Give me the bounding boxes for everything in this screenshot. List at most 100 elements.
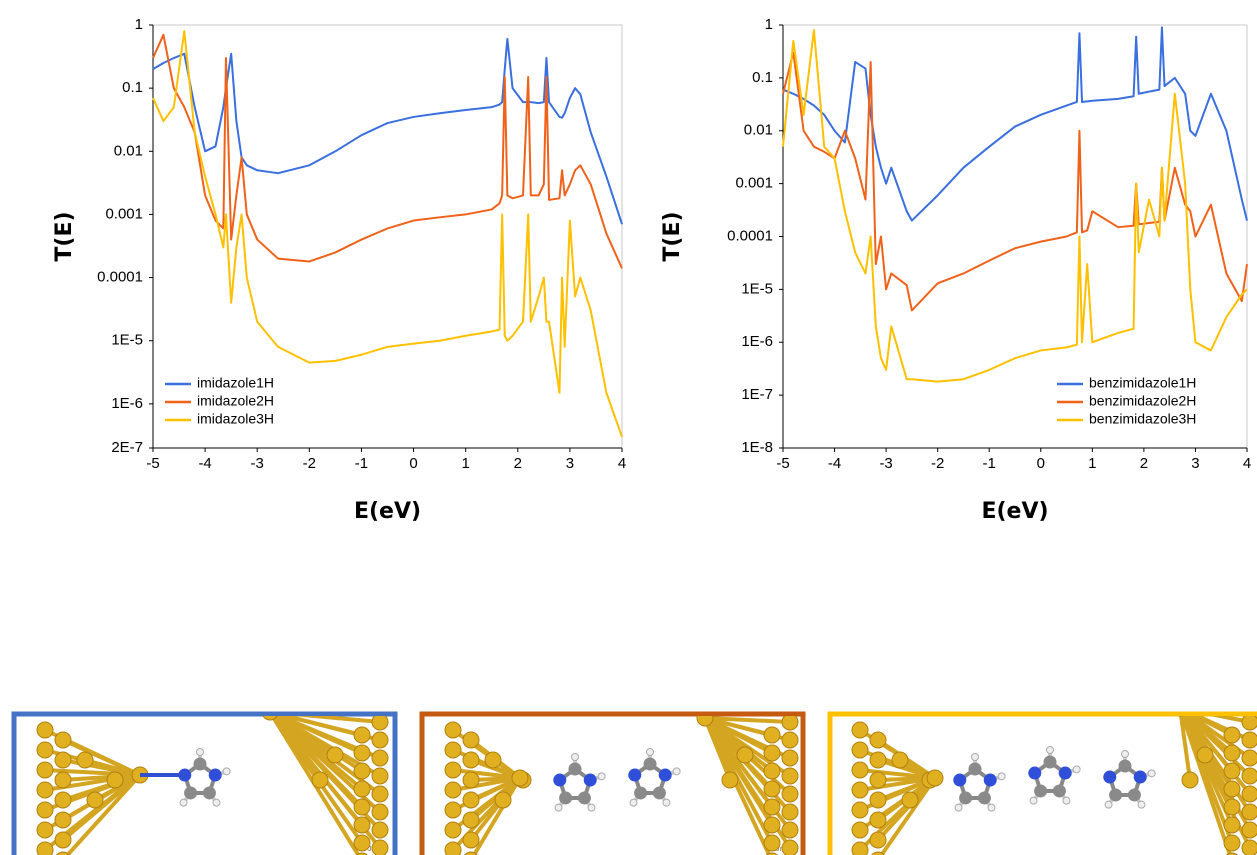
gold-atom <box>869 811 887 829</box>
bond <box>291 716 381 724</box>
h-atom <box>587 803 596 812</box>
bond <box>270 716 322 782</box>
h-atom <box>571 753 579 761</box>
series-line <box>152 30 623 438</box>
y-tick-label: 0.1 <box>122 79 143 96</box>
gold-atom <box>763 762 781 780</box>
gold-atom <box>106 771 124 789</box>
h-atom <box>1147 769 1156 778</box>
gold-atom <box>851 821 869 839</box>
x-tick-label: -5 <box>146 455 159 472</box>
x-tick-label: -2 <box>303 455 316 472</box>
y-tick-label: 0.01 <box>744 122 773 139</box>
atom <box>1133 770 1147 784</box>
x-tick-label: 1 <box>461 455 469 472</box>
bond <box>272 716 337 757</box>
gold-atom <box>444 761 462 779</box>
gold-atom <box>781 731 799 749</box>
h-atom <box>672 767 681 776</box>
gold-atom <box>1241 839 1257 855</box>
gold-atom <box>869 771 887 789</box>
h-atom <box>971 753 979 761</box>
h-atom <box>954 803 963 812</box>
gold-atom <box>54 791 72 809</box>
gold-atom <box>54 771 72 789</box>
x-tick-label: 0 <box>409 455 417 472</box>
gold-atom <box>353 762 371 780</box>
molecules <box>36 716 1257 855</box>
gold-atom <box>54 811 72 829</box>
legend-label: imidazole3H <box>197 411 274 427</box>
h-atom <box>212 798 221 807</box>
gold-atom <box>262 716 278 721</box>
atom <box>193 757 207 771</box>
gold-atom <box>1223 798 1241 816</box>
gold-atom <box>36 761 54 779</box>
atom <box>652 786 666 800</box>
bond <box>64 773 142 855</box>
atom <box>1052 784 1066 798</box>
gold-atom <box>851 841 869 855</box>
series-line <box>782 51 1248 312</box>
atom <box>1034 784 1048 798</box>
legend-label: benzimidazole3H <box>1089 411 1196 427</box>
y-axis-title: T(E) <box>660 211 685 261</box>
bond <box>1181 716 1207 756</box>
x-tick-label: 1 <box>1088 455 1096 472</box>
gold-atom <box>1241 749 1257 767</box>
gold-atom <box>371 821 389 839</box>
gold-atom <box>869 731 887 749</box>
atom <box>1127 788 1141 802</box>
series-line <box>782 29 1248 383</box>
legend-label: imidazole2H <box>197 393 274 409</box>
h-atom <box>1029 796 1038 805</box>
gold-atom <box>444 721 462 739</box>
h-atom <box>1137 800 1146 809</box>
y-tick-label: 0.0001 <box>97 269 143 286</box>
gold-atom <box>76 751 94 769</box>
gold-atom <box>353 834 371 852</box>
h-atom <box>1046 746 1054 754</box>
gold-atom <box>1223 762 1241 780</box>
gold-atom <box>353 798 371 816</box>
h-atom <box>646 748 654 756</box>
gold-atom <box>371 803 389 821</box>
gold-atom <box>464 851 478 855</box>
y-tick-label: 1E-6 <box>741 333 773 350</box>
bond <box>703 717 732 781</box>
gold-atom <box>353 744 371 762</box>
atom <box>202 786 216 800</box>
y-tick-label: 1E-5 <box>111 332 143 349</box>
gold-atom <box>763 744 781 762</box>
y-tick-label: 0.0001 <box>727 227 773 244</box>
atom <box>577 791 591 805</box>
x-tick-label: 2 <box>1140 455 1148 472</box>
gold-atom <box>781 821 799 839</box>
atom <box>628 768 642 782</box>
h-atom <box>997 772 1006 781</box>
atom <box>1109 788 1123 802</box>
h-atom <box>629 798 638 807</box>
y-tick-label: 1E-5 <box>741 280 773 297</box>
gold-atom <box>851 761 869 779</box>
gold-atom <box>462 791 480 809</box>
gold-atom <box>311 771 329 789</box>
atom <box>568 762 582 776</box>
gold-atom <box>36 841 54 855</box>
atom <box>583 773 597 787</box>
bond <box>470 758 521 780</box>
gold-atom <box>36 721 54 739</box>
x-tick-label: 0 <box>1037 455 1045 472</box>
h-atom <box>222 767 231 776</box>
gold-atom <box>721 771 739 789</box>
atom <box>959 791 973 805</box>
gold-atom <box>763 780 781 798</box>
gold-atom <box>462 831 480 849</box>
y-tick-label: 0.001 <box>735 175 773 192</box>
gold-atom <box>1241 767 1257 785</box>
series-line <box>782 26 1248 222</box>
bond <box>704 716 791 724</box>
gold-atom <box>56 851 70 855</box>
gold-atom <box>371 785 389 803</box>
gold-atom <box>851 721 869 739</box>
